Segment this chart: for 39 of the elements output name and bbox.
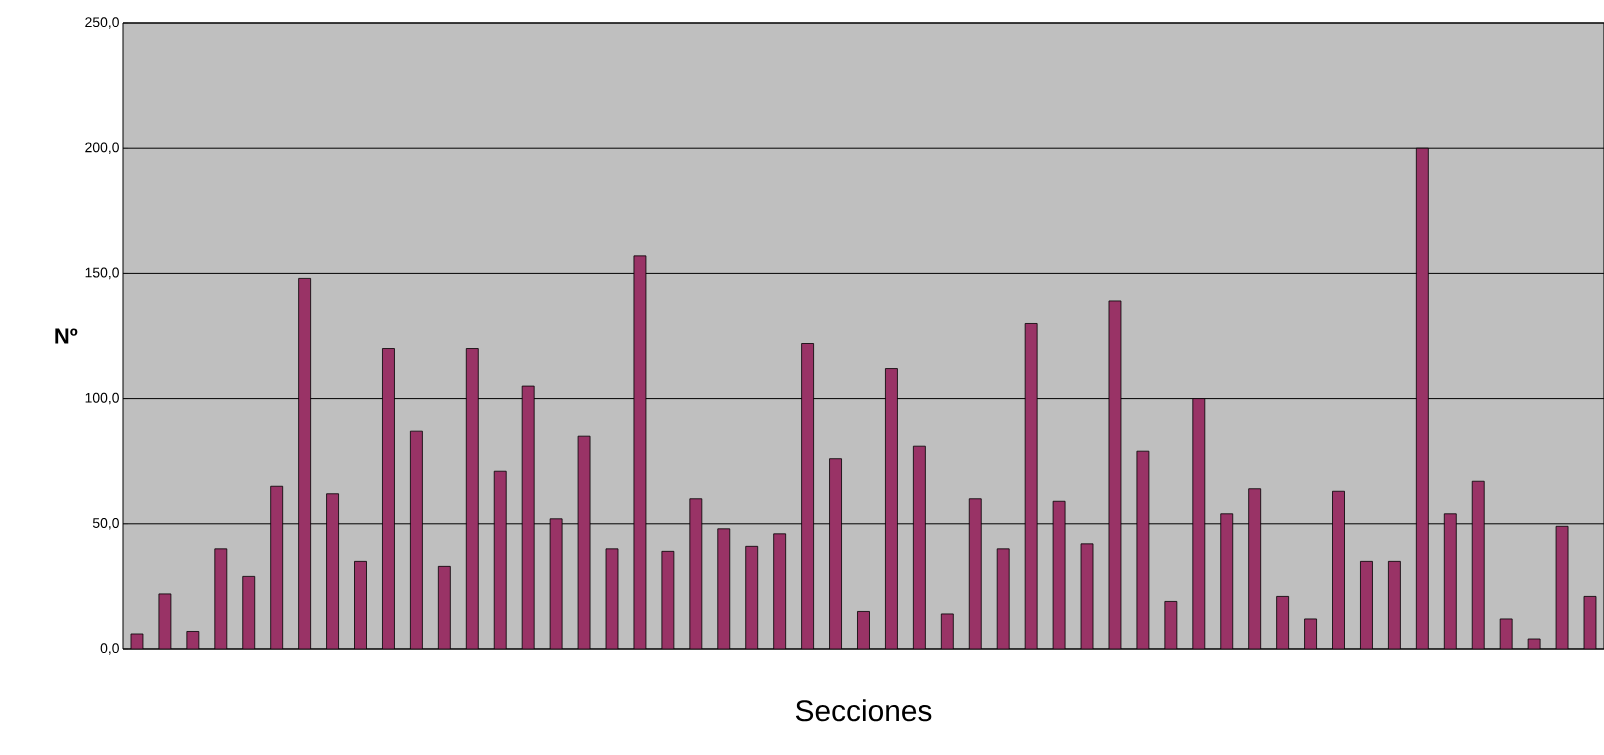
y-tick-label: 200,0 bbox=[85, 142, 119, 154]
y-tick-label: 0,0 bbox=[100, 643, 119, 655]
bar bbox=[912, 445, 926, 649]
y-axis-title: Nº bbox=[55, 328, 78, 344]
bar bbox=[773, 533, 787, 649]
bar bbox=[298, 278, 312, 649]
bar bbox=[493, 470, 507, 649]
bar bbox=[382, 348, 395, 649]
bar bbox=[465, 348, 479, 649]
bar bbox=[996, 548, 1010, 649]
bar bbox=[1248, 488, 1262, 649]
bar bbox=[1415, 147, 1429, 649]
y-tick-label: 50,0 bbox=[92, 518, 119, 530]
bar bbox=[1387, 560, 1401, 649]
bar bbox=[1360, 560, 1373, 649]
bar bbox=[521, 385, 535, 649]
bar bbox=[1332, 490, 1345, 649]
x-axis-title: Secciones bbox=[795, 699, 932, 722]
bar bbox=[801, 343, 814, 649]
bar bbox=[354, 560, 367, 649]
bar bbox=[1192, 398, 1206, 649]
bar bbox=[689, 498, 703, 649]
bar bbox=[214, 548, 228, 649]
bar bbox=[1471, 480, 1485, 649]
bar bbox=[270, 485, 284, 649]
bar bbox=[326, 493, 339, 649]
bar bbox=[437, 565, 451, 649]
bar bbox=[1443, 513, 1457, 649]
bar bbox=[745, 545, 759, 649]
y-tick-label: 150,0 bbox=[85, 267, 119, 280]
bar bbox=[410, 430, 423, 649]
bar bbox=[885, 368, 898, 649]
bar bbox=[968, 498, 982, 649]
y-tick-label: 250,0 bbox=[85, 17, 119, 29]
bar bbox=[717, 528, 731, 649]
y-tick-label: 100,0 bbox=[85, 392, 119, 405]
bar bbox=[829, 458, 842, 649]
bar bbox=[242, 575, 256, 649]
bar bbox=[1220, 513, 1234, 649]
